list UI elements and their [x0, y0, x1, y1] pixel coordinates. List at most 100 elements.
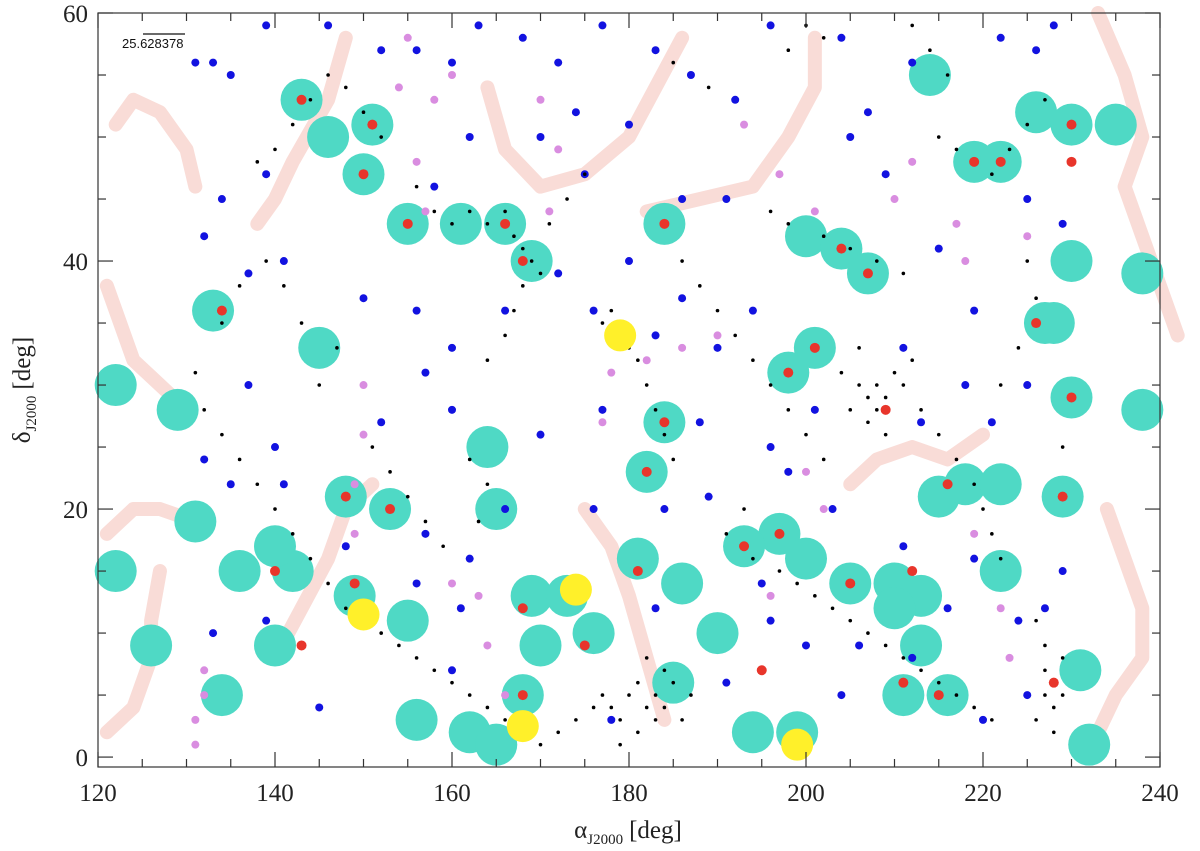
blue-galaxy: [501, 306, 510, 315]
group-center: [358, 169, 369, 180]
filament-point: [1005, 653, 1014, 662]
blue-galaxy: [262, 170, 271, 179]
filament-point: [448, 579, 456, 588]
galaxy: [432, 668, 437, 673]
blue-galaxy: [996, 33, 1005, 42]
galaxy: [875, 383, 879, 387]
group-center: [270, 566, 280, 577]
galaxy: [485, 358, 490, 363]
group-center: [969, 156, 980, 167]
galaxy: [220, 321, 224, 325]
highlight: [506, 710, 539, 743]
galaxy: [1016, 346, 1021, 350]
x-tick-label: 200: [787, 780, 825, 807]
blue-galaxy: [421, 529, 430, 538]
group-halo: [785, 215, 827, 258]
filament-point: [350, 480, 359, 489]
filament-point: [810, 207, 819, 216]
group-center: [1031, 318, 1042, 329]
galaxy: [609, 308, 614, 313]
galaxy: [998, 383, 1003, 387]
blue-galaxy: [324, 21, 333, 30]
group-halo: [475, 488, 518, 531]
filament-point: [359, 381, 368, 390]
blue-galaxy: [262, 616, 271, 625]
blue-galaxy: [377, 46, 386, 55]
galaxy: [804, 432, 808, 437]
group-halo: [298, 326, 341, 369]
filament-point: [908, 157, 917, 166]
galaxy: [653, 718, 658, 722]
galaxy: [255, 160, 260, 164]
galaxy: [866, 420, 870, 425]
filament-point: [536, 95, 545, 104]
blue-galaxy: [1058, 567, 1067, 576]
group-center: [517, 256, 528, 267]
group-halo: [254, 525, 296, 568]
galaxy: [972, 482, 976, 487]
group-center: [340, 491, 351, 502]
filament-point: [766, 591, 775, 600]
blue-galaxy: [678, 294, 687, 303]
blue-galaxy: [625, 257, 633, 266]
galaxy: [830, 606, 835, 611]
x-tick-label: 220: [964, 780, 1002, 807]
blue-galaxy: [456, 604, 465, 613]
blue-galaxy: [571, 108, 580, 117]
filament-point: [403, 33, 412, 42]
galaxy: [636, 680, 640, 685]
galaxy: [1007, 147, 1012, 152]
galaxy: [636, 730, 640, 735]
group-center: [367, 119, 378, 130]
galaxy: [618, 742, 622, 747]
galaxy: [529, 259, 534, 263]
blue-galaxy: [554, 269, 563, 278]
highlight: [781, 728, 814, 761]
filament-point: [200, 666, 209, 675]
galaxy: [901, 271, 906, 276]
galaxy: [255, 482, 260, 487]
group-center: [836, 243, 847, 254]
blue-galaxy: [713, 343, 722, 352]
group-center: [845, 578, 856, 589]
blue-galaxy: [217, 195, 226, 204]
galaxy: [388, 470, 392, 474]
blue-galaxy: [1040, 604, 1049, 613]
galaxy: [344, 85, 348, 90]
group-halo: [908, 54, 951, 97]
galaxy: [954, 147, 959, 152]
galaxy: [538, 742, 543, 747]
galaxy: [1025, 122, 1030, 127]
galaxy: [476, 519, 481, 524]
blue-galaxy: [1032, 46, 1041, 55]
galaxy: [264, 259, 268, 263]
group-halo: [572, 612, 615, 655]
group-center: [774, 528, 785, 539]
blue-galaxy: [917, 418, 926, 427]
group-halo: [785, 537, 827, 580]
galaxy: [326, 73, 330, 77]
blue-galaxy: [209, 58, 218, 67]
galaxy: [919, 408, 923, 412]
blue-galaxy: [722, 195, 731, 204]
blue-galaxy: [686, 71, 695, 80]
filament-point: [359, 430, 368, 439]
galaxy: [485, 705, 490, 710]
galaxy: [1043, 693, 1047, 697]
blue-galaxy: [1023, 381, 1032, 390]
galaxy: [653, 408, 658, 412]
blue-galaxy: [704, 492, 713, 501]
group-halo: [873, 587, 916, 630]
group-center: [216, 305, 227, 316]
galaxy: [290, 532, 295, 536]
group-center: [632, 566, 643, 577]
group-halo: [1050, 240, 1093, 283]
galaxy: [671, 680, 676, 685]
blue-galaxy: [660, 505, 669, 514]
group-center: [933, 690, 944, 701]
galaxy: [875, 408, 879, 412]
blue-galaxy: [200, 232, 209, 241]
blue-galaxy: [970, 554, 979, 563]
y-tick-label: 0: [76, 745, 89, 772]
galaxy: [556, 730, 560, 735]
